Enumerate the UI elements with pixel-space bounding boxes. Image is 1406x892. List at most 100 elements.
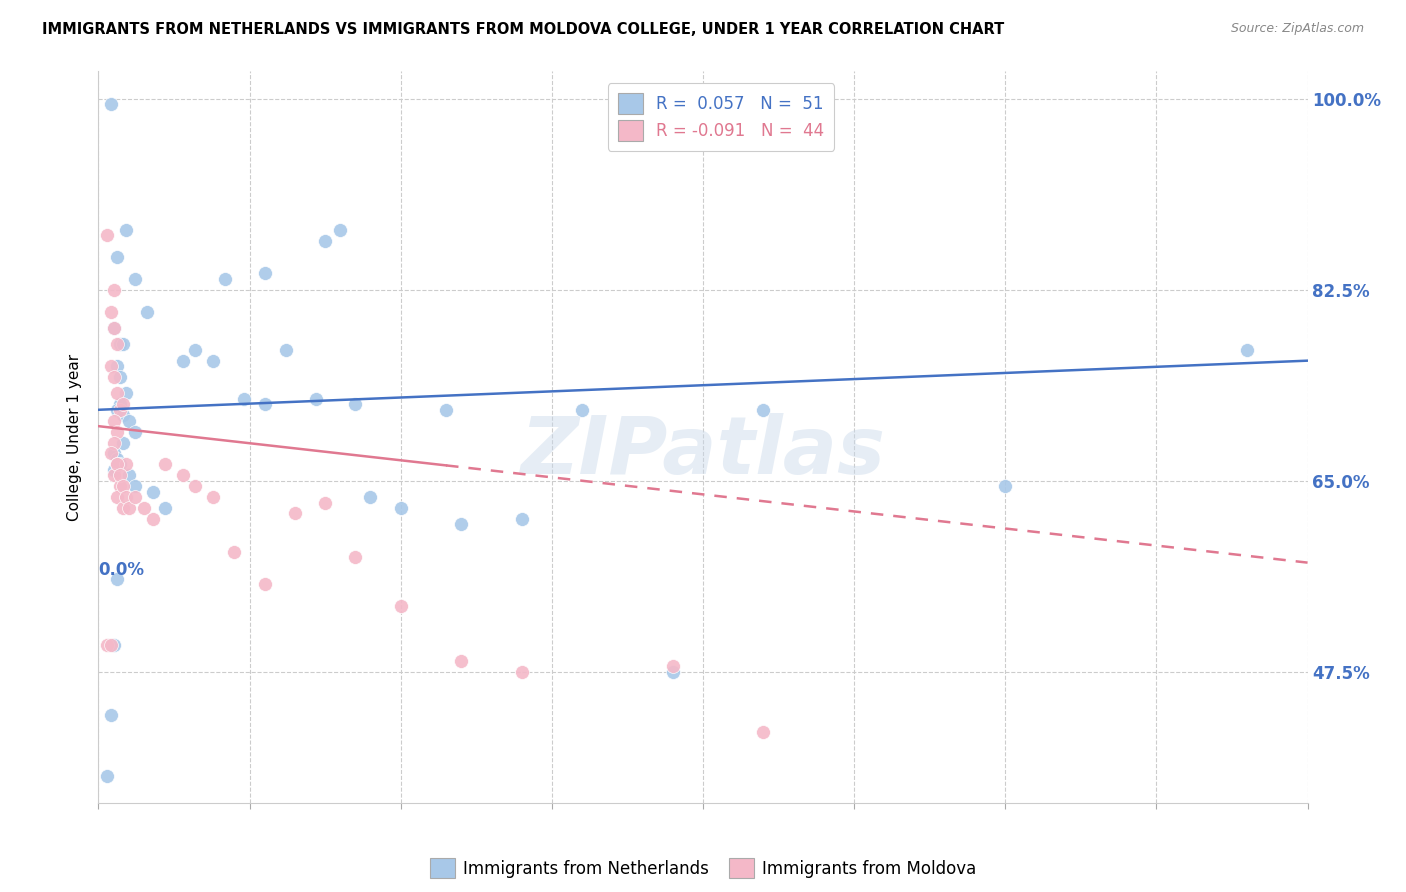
Point [994, 479, 1017, 493]
Point [108, 370, 131, 384]
Point [124, 490, 146, 504]
Point [108, 397, 131, 411]
Point [114, 458, 136, 472]
Point [118, 501, 141, 516]
Point [135, 304, 157, 318]
Point [172, 468, 194, 483]
Point [253, 577, 276, 591]
Point [214, 272, 236, 286]
Point [314, 495, 336, 509]
Point [124, 425, 146, 439]
Point [100, 638, 122, 652]
Point [124, 479, 146, 493]
Point [108, 402, 131, 417]
Point [118, 468, 141, 483]
Point [1236, 343, 1258, 357]
Point [132, 501, 155, 516]
Point [103, 463, 125, 477]
Point [329, 222, 352, 236]
Point [105, 425, 128, 439]
Point [100, 359, 122, 373]
Legend: Immigrants from Netherlands, Immigrants from Moldova: Immigrants from Netherlands, Immigrants … [423, 851, 983, 885]
Point [105, 572, 128, 586]
Point [103, 321, 125, 335]
Point [510, 665, 533, 679]
Point [434, 402, 457, 417]
Point [108, 458, 131, 472]
Point [450, 517, 472, 532]
Point [105, 386, 128, 401]
Point [202, 353, 225, 368]
Point [118, 414, 141, 428]
Point [111, 435, 134, 450]
Point [153, 501, 176, 516]
Point [103, 321, 125, 335]
Point [103, 414, 125, 428]
Point [752, 724, 775, 739]
Point [105, 458, 128, 472]
Point [450, 654, 472, 668]
Point [111, 501, 134, 516]
Point [344, 397, 367, 411]
Text: ZIPatlas: ZIPatlas [520, 413, 886, 491]
Point [114, 490, 136, 504]
Point [184, 343, 207, 357]
Point [124, 272, 146, 286]
Point [105, 250, 128, 264]
Text: 0.0%: 0.0% [98, 561, 145, 580]
Point [153, 458, 176, 472]
Point [253, 266, 276, 280]
Point [103, 468, 125, 483]
Point [510, 512, 533, 526]
Point [103, 370, 125, 384]
Point [105, 451, 128, 466]
Point [360, 490, 382, 504]
Point [96, 228, 118, 243]
Text: Source: ZipAtlas.com: Source: ZipAtlas.com [1230, 22, 1364, 36]
Point [108, 479, 131, 493]
Point [108, 468, 131, 483]
Point [661, 665, 683, 679]
Point [103, 638, 125, 652]
Point [253, 397, 276, 411]
Point [202, 490, 225, 504]
Point [142, 484, 165, 499]
Point [111, 479, 134, 493]
Point [111, 397, 134, 411]
Point [274, 343, 297, 357]
Point [111, 337, 134, 351]
Point [105, 458, 128, 472]
Point [100, 97, 122, 112]
Point [96, 768, 118, 782]
Point [305, 392, 328, 406]
Point [661, 659, 683, 673]
Point [142, 512, 165, 526]
Point [111, 409, 134, 423]
Point [96, 638, 118, 652]
Point [100, 708, 122, 723]
Point [105, 402, 128, 417]
Point [571, 402, 593, 417]
Point [103, 446, 125, 460]
Point [103, 283, 125, 297]
Point [314, 234, 336, 248]
Point [224, 545, 246, 559]
Point [105, 490, 128, 504]
Point [389, 501, 412, 516]
Point [105, 359, 128, 373]
Point [114, 222, 136, 236]
Point [103, 435, 125, 450]
Text: IMMIGRANTS FROM NETHERLANDS VS IMMIGRANTS FROM MOLDOVA COLLEGE, UNDER 1 YEAR COR: IMMIGRANTS FROM NETHERLANDS VS IMMIGRANT… [42, 22, 1004, 37]
Point [232, 392, 254, 406]
Point [344, 550, 367, 565]
Point [172, 353, 194, 368]
Point [100, 304, 122, 318]
Point [105, 337, 128, 351]
Y-axis label: College, Under 1 year: College, Under 1 year [67, 353, 83, 521]
Point [284, 507, 307, 521]
Point [100, 446, 122, 460]
Point [389, 599, 412, 614]
Point [108, 337, 131, 351]
Point [752, 402, 775, 417]
Point [184, 479, 207, 493]
